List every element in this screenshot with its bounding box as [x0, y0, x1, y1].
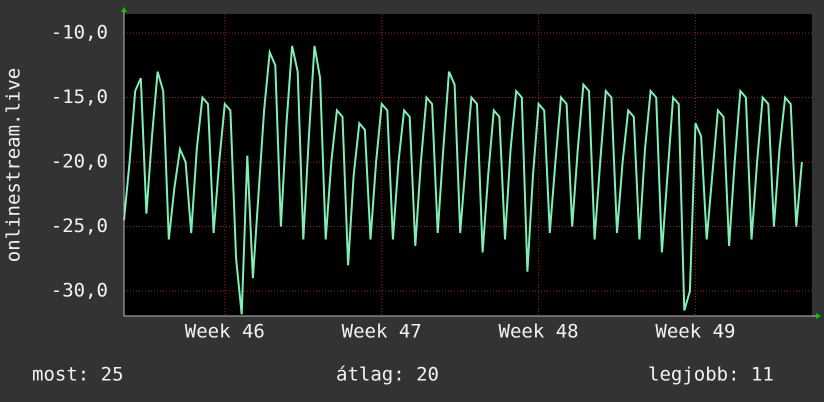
y-tick-label: -10,0: [51, 21, 108, 43]
axis-arrow: [816, 313, 821, 319]
data-line: [123, 45, 803, 315]
stat-max: legjobb: 11: [648, 364, 774, 386]
x-tick-label: Week 46: [185, 321, 265, 343]
plot-area: [124, 14, 812, 316]
y-tick-label: -15,0: [51, 86, 108, 108]
stat-average: átlag: 20: [336, 364, 439, 386]
axis-arrow: [121, 7, 127, 12]
x-tick-label: Week 48: [499, 321, 579, 343]
y-axis-label: onlinestream.live: [3, 68, 25, 262]
plot-layer: [123, 14, 812, 316]
x-tick-label: Week 49: [655, 321, 735, 343]
y-tick-label: -30,0: [51, 280, 108, 302]
y-tick-label: -25,0: [51, 215, 108, 237]
x-tick-label: Week 47: [342, 321, 422, 343]
stat-current: most: 25: [32, 364, 124, 386]
y-tick-label: -20,0: [51, 151, 108, 173]
